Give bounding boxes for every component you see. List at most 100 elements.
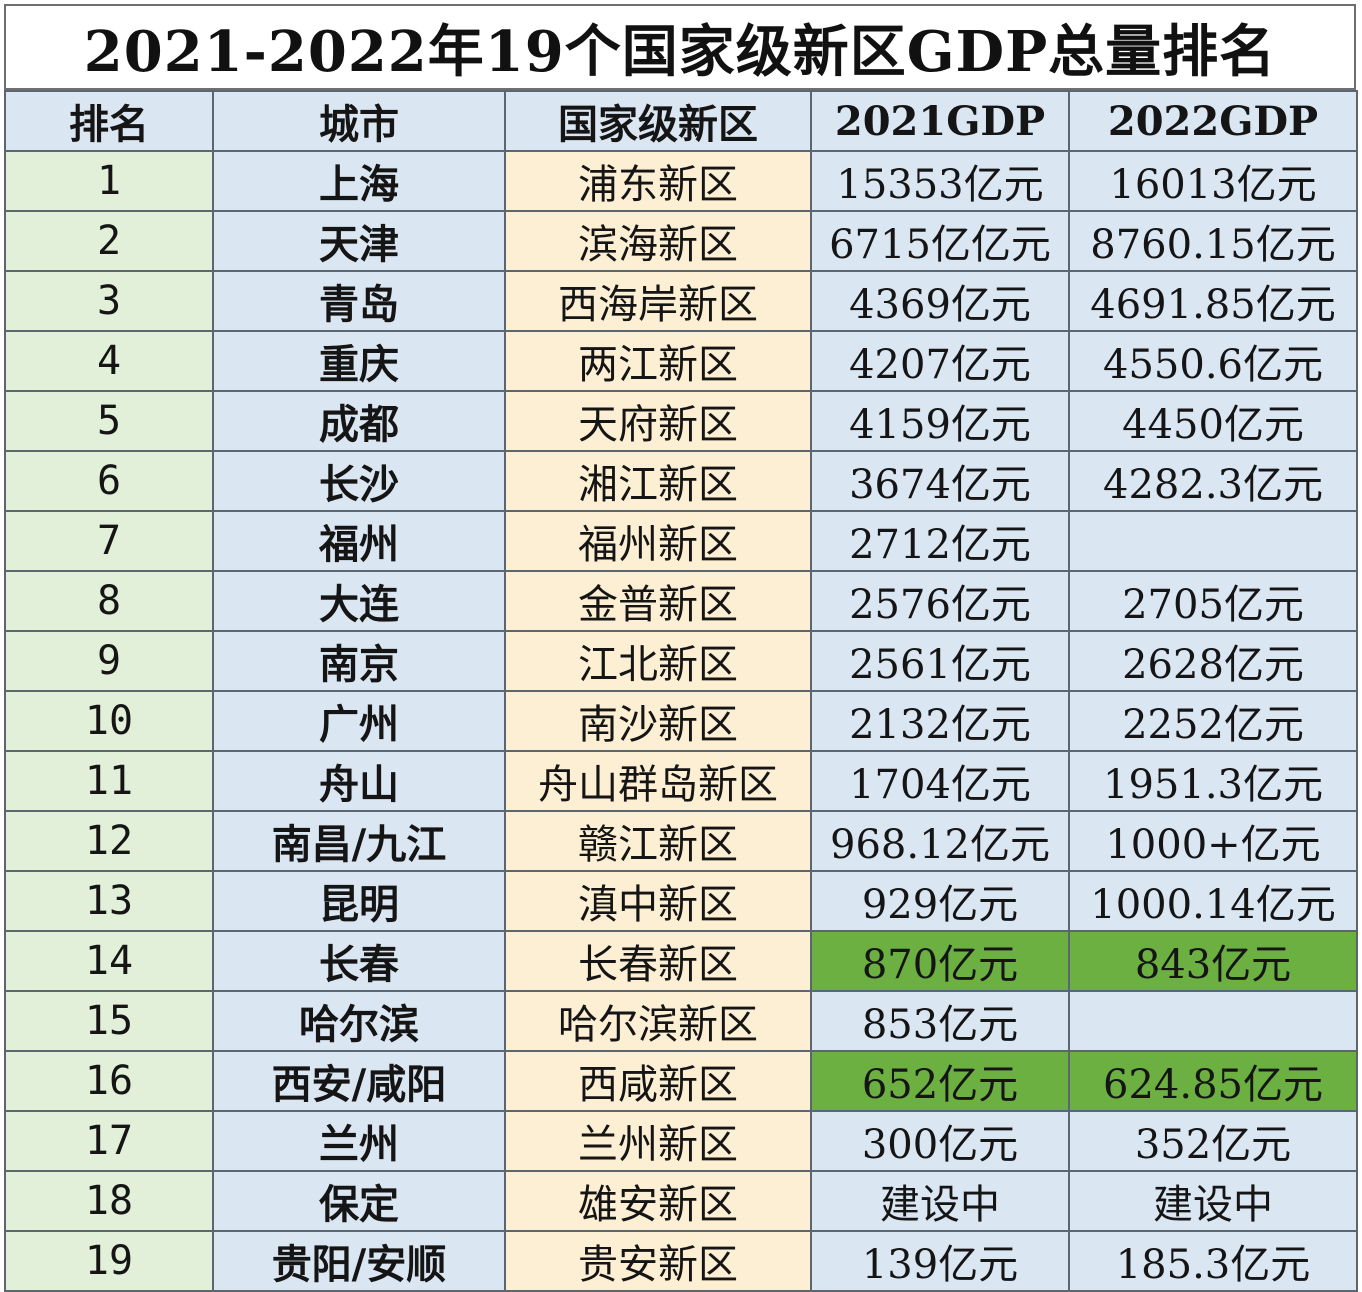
gdp-2022-cell: 4550.6亿元 xyxy=(1068,330,1358,392)
table-row: 1 上海 浦东新区 15353亿元 16013亿元 xyxy=(4,150,1358,212)
new-area-cell: 哈尔滨新区 xyxy=(504,990,812,1052)
city-cell: 福州 xyxy=(212,510,506,572)
city-cell: 贵阳/安顺 xyxy=(212,1230,506,1292)
header-gdp-2022: 2022GDP xyxy=(1068,90,1358,152)
city-cell: 南京 xyxy=(212,630,506,692)
table-row: 10 广州 南沙新区 2132亿元 2252亿元 xyxy=(4,690,1358,752)
table-row: 4 重庆 两江新区 4207亿元 4550.6亿元 xyxy=(4,330,1358,392)
new-area-cell: 湘江新区 xyxy=(504,450,812,512)
gdp-2021-cell: 4369亿元 xyxy=(810,270,1070,332)
new-area-cell: 兰州新区 xyxy=(504,1110,812,1172)
city-cell: 舟山 xyxy=(212,750,506,812)
new-area-cell: 金普新区 xyxy=(504,570,812,632)
city-cell: 兰州 xyxy=(212,1110,506,1172)
gdp-ranking-sheet: 2021-2022年19个国家级新区GDP总量排名 排名 城市 国家级新区 20… xyxy=(4,4,1358,1292)
city-cell: 保定 xyxy=(212,1170,506,1232)
gdp-2021-cell: 2561亿元 xyxy=(810,630,1070,692)
header-gdp-2021: 2021GDP xyxy=(810,90,1070,152)
header-new-area: 国家级新区 xyxy=(504,90,812,152)
gdp-2021-cell: 4159亿元 xyxy=(810,390,1070,452)
gdp-2022-cell: 1951.3亿元 xyxy=(1068,750,1358,812)
gdp-2022-cell: 2252亿元 xyxy=(1068,690,1358,752)
table-row: 11 舟山 舟山群岛新区 1704亿元 1951.3亿元 xyxy=(4,750,1358,812)
gdp-2022-cell: 843亿元 xyxy=(1068,930,1358,992)
new-area-cell: 赣江新区 xyxy=(504,810,812,872)
table-row: 8 大连 金普新区 2576亿元 2705亿元 xyxy=(4,570,1358,632)
gdp-2021-cell: 1704亿元 xyxy=(810,750,1070,812)
gdp-2021-cell: 870亿元 xyxy=(810,930,1070,992)
gdp-2021-cell: 6715亿亿元 xyxy=(810,210,1070,272)
city-cell: 昆明 xyxy=(212,870,506,932)
rank-cell: 17 xyxy=(4,1110,214,1172)
gdp-2021-cell: 139亿元 xyxy=(810,1230,1070,1292)
header-city: 城市 xyxy=(212,90,506,152)
gdp-2022-cell: 8760.15亿元 xyxy=(1068,210,1358,272)
new-area-cell: 西海岸新区 xyxy=(504,270,812,332)
table-row: 9 南京 江北新区 2561亿元 2628亿元 xyxy=(4,630,1358,692)
rank-cell: 19 xyxy=(4,1230,214,1292)
ranking-table: 排名 城市 国家级新区 2021GDP 2022GDP 1 上海 浦东新区 15353… xyxy=(4,90,1358,1292)
rank-cell: 10 xyxy=(4,690,214,752)
rank-cell: 16 xyxy=(4,1050,214,1112)
gdp-2021-cell: 300亿元 xyxy=(810,1110,1070,1172)
table-row: 5 成都 天府新区 4159亿元 4450亿元 xyxy=(4,390,1358,452)
new-area-cell: 南沙新区 xyxy=(504,690,812,752)
gdp-2022-cell: 16013亿元 xyxy=(1068,150,1358,212)
gdp-2021-cell: 15353亿元 xyxy=(810,150,1070,212)
city-cell: 上海 xyxy=(212,150,506,212)
gdp-2021-cell: 2132亿元 xyxy=(810,690,1070,752)
rank-cell: 4 xyxy=(4,330,214,392)
table-row: 19 贵阳/安顺 贵安新区 139亿元 185.3亿元 xyxy=(4,1230,1358,1292)
gdp-2021-cell: 建设中 xyxy=(810,1170,1070,1232)
gdp-2022-cell: 4282.3亿元 xyxy=(1068,450,1358,512)
table-body: 1 上海 浦东新区 15353亿元 16013亿元 2 天津 滨海新区 6715亿亿元 8760.… xyxy=(4,150,1358,1292)
table-row: 18 保定 雄安新区 建设中 建设中 xyxy=(4,1170,1358,1232)
gdp-2022-cell: 4691.85亿元 xyxy=(1068,270,1358,332)
gdp-2022-cell: 1000.14亿元 xyxy=(1068,870,1358,932)
city-cell: 天津 xyxy=(212,210,506,272)
city-cell: 哈尔滨 xyxy=(212,990,506,1052)
rank-cell: 15 xyxy=(4,990,214,1052)
gdp-2022-cell: 352亿元 xyxy=(1068,1110,1358,1172)
new-area-cell: 浦东新区 xyxy=(504,150,812,212)
new-area-cell: 西咸新区 xyxy=(504,1050,812,1112)
new-area-cell: 贵安新区 xyxy=(504,1230,812,1292)
table-row: 16 西安/咸阳 西咸新区 652亿元 624.85亿元 xyxy=(4,1050,1358,1112)
new-area-cell: 天府新区 xyxy=(504,390,812,452)
rank-cell: 5 xyxy=(4,390,214,452)
gdp-2021-cell: 2576亿元 xyxy=(810,570,1070,632)
rank-cell: 7 xyxy=(4,510,214,572)
gdp-2022-cell: 2628亿元 xyxy=(1068,630,1358,692)
rank-cell: 1 xyxy=(4,150,214,212)
table-row: 15 哈尔滨 哈尔滨新区 853亿元 xyxy=(4,990,1358,1052)
rank-cell: 2 xyxy=(4,210,214,272)
gdp-2022-cell: 1000+亿元 xyxy=(1068,810,1358,872)
gdp-2022-cell: 2705亿元 xyxy=(1068,570,1358,632)
table-row: 12 南昌/九江 赣江新区 968.12亿元 1000+亿元 xyxy=(4,810,1358,872)
table-row: 6 长沙 湘江新区 3674亿元 4282.3亿元 xyxy=(4,450,1358,512)
city-cell: 南昌/九江 xyxy=(212,810,506,872)
rank-cell: 12 xyxy=(4,810,214,872)
city-cell: 大连 xyxy=(212,570,506,632)
rank-cell: 18 xyxy=(4,1170,214,1232)
header-rank: 排名 xyxy=(4,90,214,152)
rank-cell: 6 xyxy=(4,450,214,512)
gdp-2022-cell: 185.3亿元 xyxy=(1068,1230,1358,1292)
city-cell: 成都 xyxy=(212,390,506,452)
city-cell: 长春 xyxy=(212,930,506,992)
rank-cell: 13 xyxy=(4,870,214,932)
city-cell: 广州 xyxy=(212,690,506,752)
gdp-2021-cell: 652亿元 xyxy=(810,1050,1070,1112)
city-cell: 青岛 xyxy=(212,270,506,332)
header-row: 排名 城市 国家级新区 2021GDP 2022GDP xyxy=(4,90,1358,152)
table-row: 14 长春 长春新区 870亿元 843亿元 xyxy=(4,930,1358,992)
new-area-cell: 滇中新区 xyxy=(504,870,812,932)
gdp-2021-cell: 968.12亿元 xyxy=(810,810,1070,872)
rank-cell: 14 xyxy=(4,930,214,992)
gdp-2021-cell: 929亿元 xyxy=(810,870,1070,932)
rank-cell: 9 xyxy=(4,630,214,692)
new-area-cell: 江北新区 xyxy=(504,630,812,692)
gdp-2022-cell: 624.85亿元 xyxy=(1068,1050,1358,1112)
city-cell: 长沙 xyxy=(212,450,506,512)
new-area-cell: 两江新区 xyxy=(504,330,812,392)
